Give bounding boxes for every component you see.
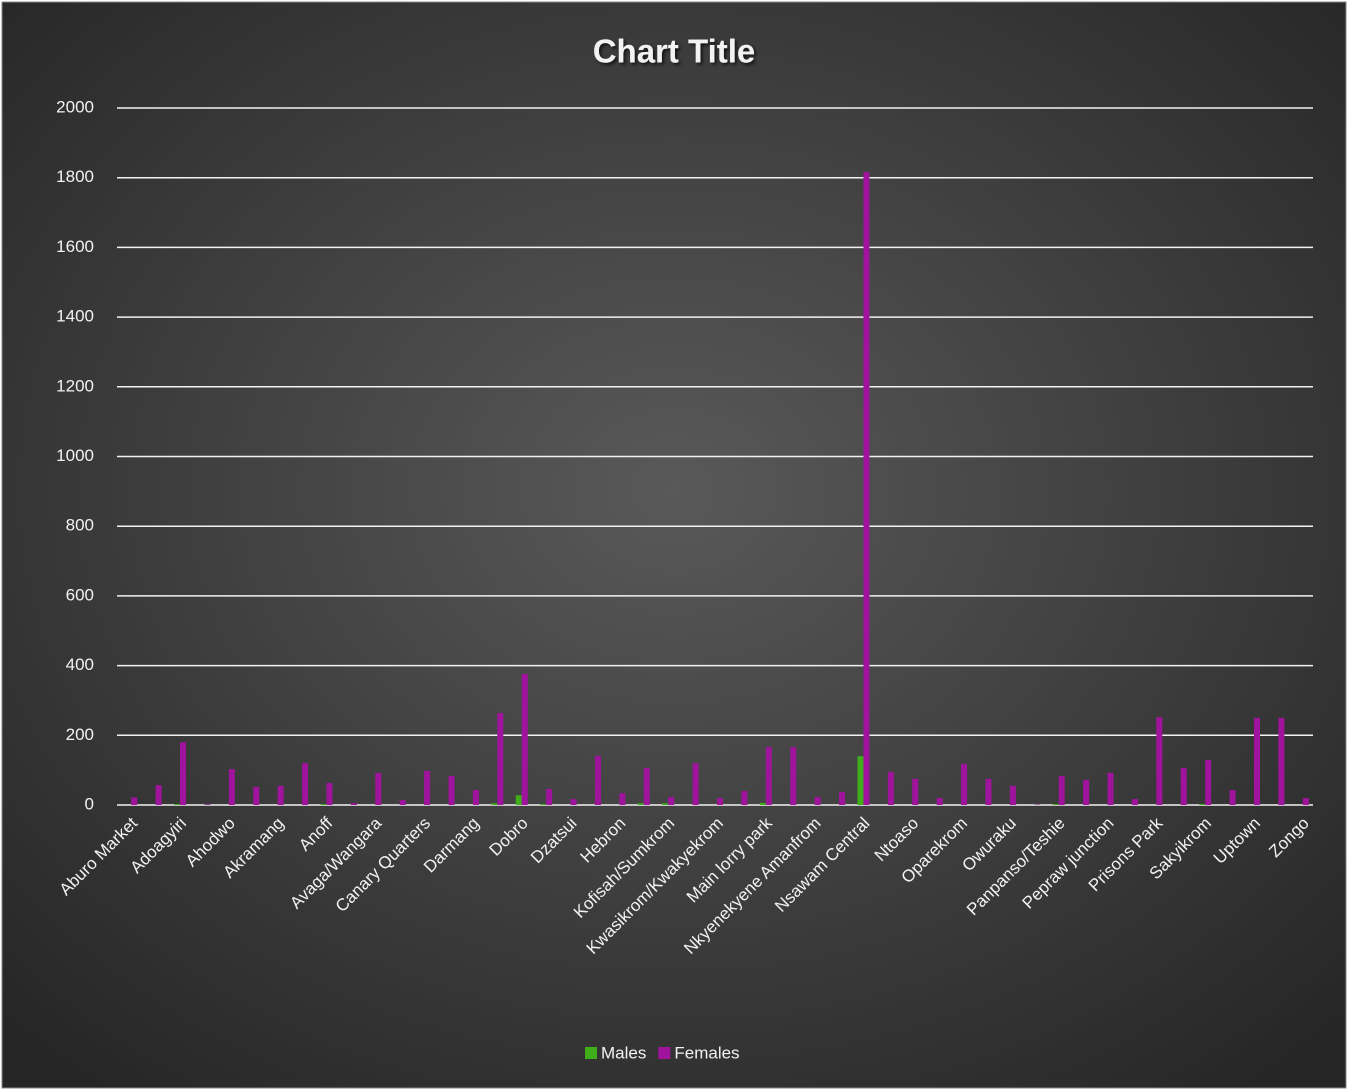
bar — [643, 768, 650, 805]
bar — [180, 742, 187, 805]
bar — [839, 792, 846, 805]
bar — [399, 800, 406, 805]
bar — [174, 803, 181, 805]
legend-label: Females — [674, 1043, 739, 1062]
bar — [204, 804, 211, 805]
legend: Males Females — [585, 1043, 740, 1062]
bar — [1052, 803, 1059, 805]
bar — [759, 802, 766, 805]
bar — [1253, 717, 1260, 805]
bar — [491, 803, 498, 805]
chart-title: Chart Title — [593, 33, 756, 70]
bar — [637, 803, 644, 805]
bar — [350, 803, 357, 805]
y-tick-label: 1400 — [56, 307, 94, 326]
y-tick-label: 800 — [66, 516, 94, 535]
bar — [717, 798, 723, 805]
y-tick-label: 400 — [66, 655, 94, 674]
bar — [277, 785, 284, 805]
bar — [1229, 790, 1236, 805]
bar — [521, 673, 528, 805]
bar — [1107, 772, 1114, 805]
bar — [814, 796, 821, 805]
bar — [1180, 768, 1187, 805]
y-tick-label: 1600 — [56, 237, 94, 256]
bar — [1009, 785, 1016, 805]
y-tick-label: 0 — [85, 794, 94, 813]
bar — [1156, 717, 1163, 805]
bar — [546, 788, 553, 805]
bar — [863, 172, 870, 805]
y-tick-label: 1000 — [56, 446, 94, 465]
legend-swatch — [658, 1047, 671, 1059]
bar — [155, 785, 162, 805]
bar — [1278, 717, 1285, 805]
bar — [320, 803, 327, 805]
bar — [375, 772, 382, 805]
bar — [540, 803, 547, 805]
bar — [1205, 760, 1212, 805]
bar — [497, 712, 504, 805]
bar — [887, 771, 894, 805]
bar — [131, 797, 138, 805]
legend-swatch — [585, 1047, 597, 1059]
bar — [228, 769, 235, 805]
bar — [857, 756, 864, 805]
bar — [302, 763, 309, 805]
bar — [1199, 803, 1206, 805]
legend-label: Males — [601, 1043, 646, 1062]
y-tick-label: 1800 — [56, 167, 94, 186]
bar — [692, 763, 699, 805]
bar — [472, 790, 479, 805]
bar — [570, 799, 577, 805]
y-tick-label: 200 — [66, 725, 94, 744]
bar — [619, 793, 626, 805]
bar — [961, 763, 968, 805]
bar — [662, 803, 669, 805]
bar — [1083, 779, 1090, 805]
y-tick-label: 1200 — [56, 376, 94, 395]
y-tick-label: 600 — [66, 585, 94, 604]
bar — [594, 755, 601, 805]
bar — [1131, 799, 1138, 805]
bar — [1058, 776, 1065, 805]
bar — [253, 786, 260, 805]
bar — [515, 795, 522, 805]
bar — [765, 747, 772, 805]
bar — [912, 778, 919, 805]
bar — [448, 776, 455, 805]
bar — [424, 770, 431, 805]
bar — [1302, 798, 1309, 805]
bar — [985, 778, 992, 805]
bar — [936, 798, 943, 805]
bar — [790, 747, 797, 805]
y-tick-label: 2000 — [56, 97, 94, 116]
bar — [668, 796, 675, 805]
bar — [326, 783, 333, 805]
bar — [741, 791, 748, 805]
